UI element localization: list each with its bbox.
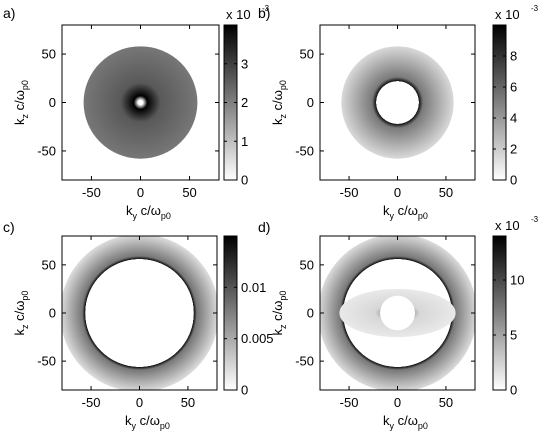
colorbar-multiplier: x 10	[495, 7, 520, 22]
y-axis-label: kz c/ωp0	[270, 291, 288, 336]
x-axis-label: ky c/ωp0	[383, 413, 428, 431]
colorbar-tick-label: 2	[241, 95, 248, 110]
x-tick-label: -50	[82, 185, 101, 200]
panel-2: -50 0 50 -50 0 50 ky c/ωp0 kz c/ωp0 b) 0 2 4 6 8 x 10 -…	[258, 4, 539, 221]
y-tick-label: 50	[42, 257, 56, 272]
colorbar-tick-label: 6	[510, 80, 517, 95]
colorbar-tick-label: 10	[510, 273, 524, 288]
colorbar: 0 2 4 6 8 x 10 -3	[492, 4, 539, 188]
colorbar-gradient	[492, 24, 507, 181]
y-tick-label: 50	[300, 47, 314, 62]
x-axis-label: ky c/ωp0	[125, 413, 170, 431]
x-tick-label: 50	[182, 185, 196, 200]
x-tick-label: 0	[394, 185, 401, 200]
colorbar-tick-label: 3	[241, 56, 248, 71]
y-tick-label: 50	[300, 257, 314, 272]
plot-area	[62, 25, 219, 180]
y-tick-label: 0	[49, 95, 56, 110]
annulus-hole	[376, 81, 419, 124]
y-axis-label: kz c/ωp0	[12, 80, 30, 125]
intensity-disk	[83, 46, 198, 159]
x-tick-label: 0	[394, 395, 401, 410]
colorbar-multiplier: x 10	[495, 218, 520, 233]
colorbar-multiplier: x 10	[226, 7, 251, 22]
colorbar: 0 0.005 0.01	[223, 235, 274, 398]
plot-area	[320, 25, 475, 180]
y-axis-label: kz c/ωp0	[12, 291, 30, 336]
y-tick-label: -50	[295, 143, 314, 158]
colorbar-exponent: -3	[531, 215, 539, 224]
panel-label: c)	[3, 219, 15, 235]
annulus-hole	[85, 259, 194, 367]
panel-label: d)	[258, 219, 270, 235]
panel-4: -50 0 50 -50 0 50 ky c/ωp0 kz c/ωp0 d) 0 5 10 x 10 -3	[258, 215, 539, 431]
x-tick-label: 0	[137, 185, 144, 200]
annulus-hole	[380, 295, 415, 331]
y-axis-label: kz c/ωp0	[270, 80, 288, 125]
x-tick-label: 50	[439, 185, 453, 200]
y-tick-label: 50	[42, 47, 56, 62]
plot-area	[320, 236, 475, 390]
x-axis-label: ky c/ωp0	[126, 203, 171, 221]
colorbar-tick-label: 0.01	[241, 280, 266, 295]
colorbar-exponent: -3	[531, 4, 539, 13]
y-tick-label: -50	[37, 354, 56, 369]
colorbar-gradient	[492, 235, 507, 391]
y-tick-label: -50	[295, 354, 314, 369]
colorbar-exponent: -3	[262, 4, 270, 13]
colorbar-tick-label: 4	[510, 111, 517, 126]
colorbar-tick-label: 1	[241, 134, 248, 149]
colorbar-tick-label: 0	[241, 173, 248, 188]
y-tick-label: 0	[49, 306, 56, 321]
colorbar-tick-label: 0.005	[241, 331, 274, 346]
plot-area	[62, 236, 217, 390]
x-tick-label: 50	[181, 395, 195, 410]
panel-3: -50 0 50 -50 0 50 ky c/ωp0 kz c/ωp0 c) 0 0.005 0.01	[3, 219, 274, 431]
colorbar-tick-label: 0	[510, 383, 517, 398]
colorbar-tick-label: 0	[241, 383, 248, 398]
x-tick-label: 0	[136, 395, 143, 410]
x-axis-label: ky c/ωp0	[383, 203, 428, 221]
panel-1: -50 0 50 -50 0 50 ky c/ωp0 kz c/ωp0 a) 0 1 2 3 x 10 -3	[3, 4, 270, 221]
y-tick-label: 0	[307, 95, 314, 110]
colorbar-tick-label: 8	[510, 49, 517, 64]
panel-label: a)	[3, 5, 15, 21]
x-tick-label: -50	[82, 395, 101, 410]
colorbar-gradient	[223, 235, 238, 391]
y-tick-label: 0	[307, 306, 314, 321]
colorbar-tick-label: 2	[510, 142, 517, 157]
y-tick-label: -50	[37, 143, 56, 158]
colorbar: 0 5 10 x 10 -3	[492, 215, 539, 398]
x-tick-label: -50	[340, 185, 359, 200]
panel-label: b)	[258, 5, 270, 21]
colorbar: 0 1 2 3 x 10 -3	[223, 4, 270, 188]
x-tick-label: -50	[340, 395, 359, 410]
colorbar-tick-label: 0	[510, 173, 517, 188]
colorbar-tick-label: 5	[510, 328, 517, 343]
x-tick-label: 50	[439, 395, 453, 410]
